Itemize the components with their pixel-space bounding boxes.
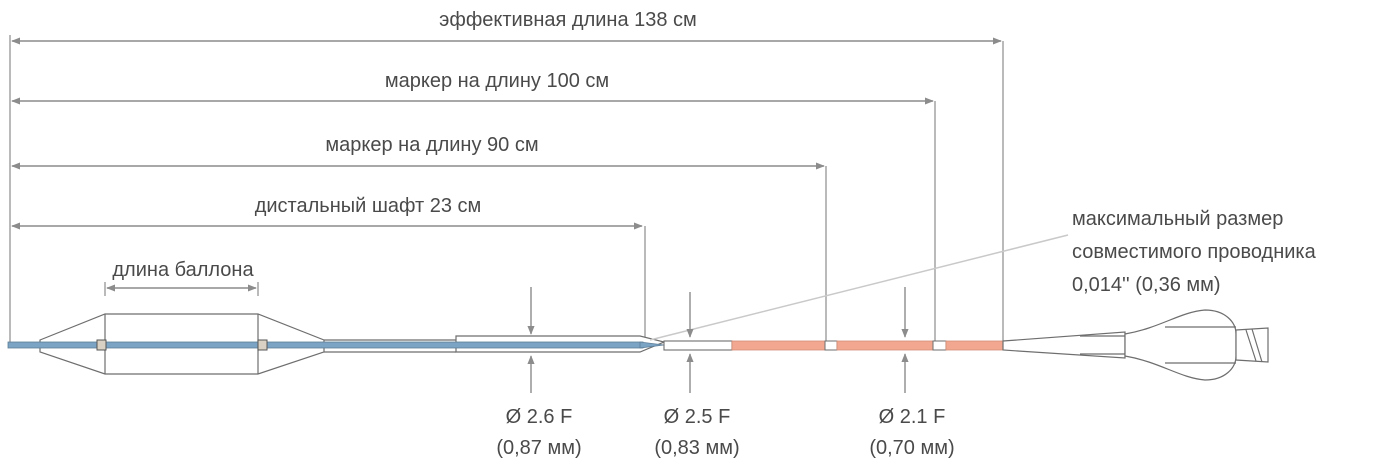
marker-90-label: маркер на длину 90 см (325, 134, 538, 156)
marker-100-label: маркер на длину 100 см (385, 70, 609, 92)
marker-100-band (932, 340, 947, 351)
diameter-2-size: Ø 2.5 F (664, 406, 731, 428)
balloon-length-label: длина баллона (112, 259, 254, 281)
diameter-callout-3: Ø 2.1 F (0,70 мм) (869, 287, 955, 459)
catheter (7, 309, 1269, 381)
luer-connector (1235, 327, 1269, 363)
effective-length-label: эффективная длина 138 см (439, 9, 697, 31)
guidewire-note: максимальный размер совместимого проводн… (1072, 208, 1317, 296)
marker-90-band (824, 340, 838, 351)
diameter-callout-2: Ø 2.5 F (0,83 мм) (654, 292, 740, 459)
diameter-3-mm: (0,70 мм) (869, 437, 954, 459)
guidewire-line-3: 0,014'' (0,36 мм) (1072, 274, 1221, 296)
transition-segment (663, 340, 733, 351)
diameter-callout-1: Ø 2.6 F (0,87 мм) (496, 287, 582, 459)
hub-wings (1124, 309, 1237, 381)
balloon-length-dimension: длина баллона (104, 259, 259, 296)
distal-tip (639, 341, 665, 349)
marker-100-dimension: маркер на длину 100 см (11, 70, 936, 344)
proximal-shaft-1 (731, 340, 826, 351)
diameter-1-size: Ø 2.6 F (506, 406, 573, 428)
guidewire-line-1: максимальный размер (1072, 208, 1283, 230)
distal-shaft-label: дистальный шафт 23 см (255, 195, 482, 217)
marker-90-dimension: маркер на длину 90 см (11, 134, 827, 344)
diameter-3-size: Ø 2.1 F (879, 406, 946, 428)
strain-relief (1002, 331, 1126, 359)
balloon-marker-proximal (257, 339, 268, 351)
proximal-shaft-3 (945, 340, 1004, 351)
guidewire-leader (649, 234, 1069, 341)
guidewire-line-2: совместимого проводника (1072, 241, 1317, 263)
diameter-1-mm: (0,87 мм) (496, 437, 581, 459)
distal-shaft-dimension: дистальный шафт 23 см (11, 195, 646, 338)
diameter-2-mm: (0,83 мм) (654, 437, 739, 459)
balloon-marker-distal (96, 339, 107, 351)
effective-length-dimension: эффективная длина 138 см (11, 9, 1004, 344)
proximal-shaft-2 (836, 340, 934, 351)
